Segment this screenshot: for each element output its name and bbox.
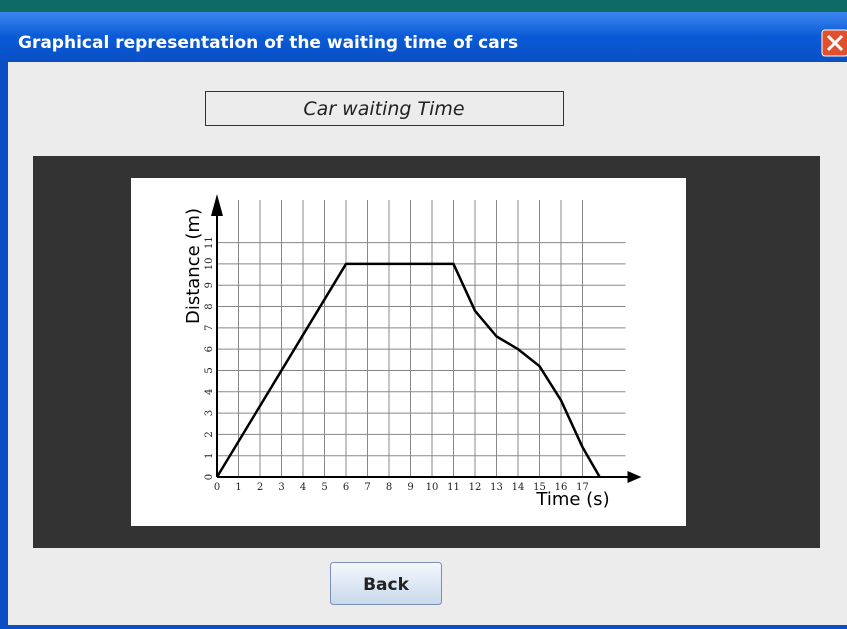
y-tick-label: 10 — [204, 258, 215, 271]
x-axis-label: Time (s) — [535, 489, 609, 510]
y-tick-label: 4 — [204, 389, 215, 395]
y-tick-label: 5 — [204, 367, 215, 373]
y-axis-arrow — [211, 194, 223, 216]
window-title: Graphical representation of the waiting … — [18, 33, 518, 53]
y-tick-label: 6 — [204, 346, 215, 352]
heading: Car waiting Time — [303, 98, 464, 120]
y-tick-label: 3 — [204, 410, 215, 416]
x-tick-label: 8 — [386, 482, 392, 493]
x-tick-label: 15 — [533, 482, 546, 493]
x-tick-label: 12 — [469, 482, 482, 493]
heading-box — [205, 91, 564, 126]
x-tick-label: 16 — [555, 482, 568, 493]
x-tick-label: 2 — [257, 482, 263, 493]
x-tick-label: 4 — [300, 482, 306, 493]
y-tick-label: 7 — [204, 325, 215, 331]
x-tick-label: 9 — [407, 482, 413, 493]
x-tick-label: 7 — [364, 482, 370, 493]
title-bar — [0, 12, 847, 62]
desktop — [0, 0, 847, 12]
back-button-label: Back — [363, 575, 410, 595]
y-tick-label: 8 — [204, 303, 215, 309]
y-tick-label: 2 — [204, 431, 215, 437]
x-axis-arrow — [627, 471, 642, 483]
x-tick-label: 6 — [343, 482, 349, 493]
back-button[interactable] — [330, 562, 442, 605]
y-tick-label: 1 — [204, 453, 215, 459]
y-tick-label: 9 — [204, 282, 215, 288]
x-tick-label: 5 — [321, 482, 327, 493]
data-line — [215, 262, 601, 478]
chart: 0 1 2 3 4 5 6 7 8 9 10 11 12 13 14 15 16 1701234567891011… — [183, 194, 642, 510]
x-tick-label: 3 — [278, 482, 284, 493]
x-tick-label: 11 — [447, 482, 460, 493]
x-tick-label: 10 — [426, 482, 439, 493]
x-tick-label: 14 — [512, 482, 525, 493]
x-tick-label: 17 — [576, 482, 589, 493]
x-tick-label: 13 — [490, 482, 503, 493]
x-tick-label: 0 — [214, 482, 220, 493]
x-tick-label: 1 — [235, 482, 241, 493]
close-icon — [826, 34, 844, 52]
y-tick-label: 11 — [204, 236, 215, 249]
y-tick-label: 0 — [204, 474, 215, 480]
y-axis-label: Distance (m) — [183, 208, 204, 324]
